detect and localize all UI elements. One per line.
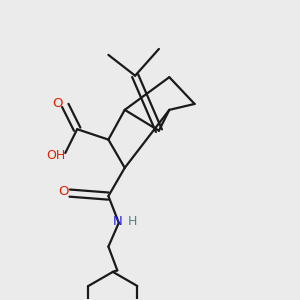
Text: N: N <box>112 215 122 228</box>
Text: O: O <box>58 185 69 198</box>
Text: H: H <box>128 215 137 228</box>
Text: O: O <box>52 97 63 110</box>
Text: OH: OH <box>47 149 66 162</box>
